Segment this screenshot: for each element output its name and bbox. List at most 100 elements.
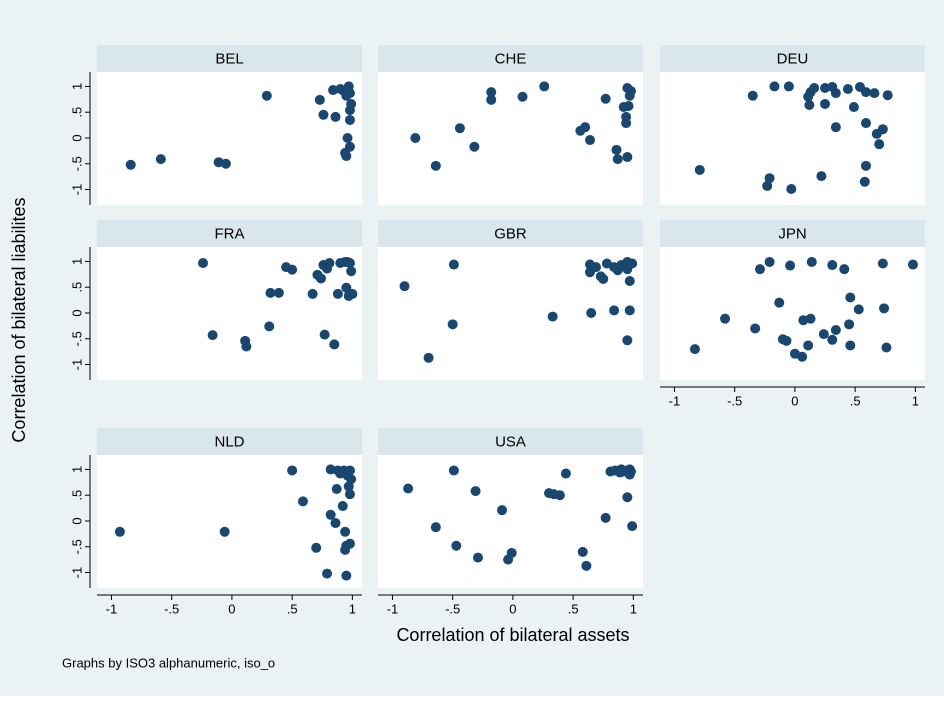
scatter-point — [324, 257, 335, 268]
scatter-point — [219, 526, 230, 537]
scatter-point — [344, 489, 355, 500]
x-tick-label: 1 — [630, 601, 637, 616]
scatter-point — [600, 512, 611, 523]
scatter-point — [517, 91, 528, 102]
scatter-point — [848, 102, 859, 113]
scatter-point — [623, 101, 634, 112]
scatter-point — [399, 281, 410, 292]
scatter-point — [451, 540, 462, 551]
scatter-point — [622, 256, 633, 267]
y-tick-label: -.5 — [69, 156, 84, 171]
scatter-point — [311, 542, 322, 553]
panel-title: FRA — [215, 225, 245, 242]
scatter-point — [287, 465, 298, 476]
scatter-point — [547, 311, 558, 322]
scatter-point — [820, 98, 831, 109]
scatter-point — [403, 483, 414, 494]
y-tick-label: -1 — [69, 359, 84, 371]
scatter-point — [472, 552, 483, 563]
scatter-point — [331, 484, 342, 495]
panel-title: JPN — [778, 225, 806, 242]
scatter-point — [470, 486, 481, 497]
scatter-point — [560, 468, 571, 479]
scatter-point — [506, 547, 517, 558]
panel-title: NLD — [214, 433, 244, 450]
scatter-point — [844, 319, 855, 330]
scatter-point — [839, 264, 850, 275]
scatter-point — [689, 344, 700, 355]
scatter-point — [853, 304, 864, 315]
scatter-point — [754, 264, 765, 275]
scatter-point — [907, 259, 918, 270]
y-tick-label: .5 — [69, 282, 84, 293]
scatter-point — [273, 287, 284, 298]
scatter-point — [804, 99, 815, 110]
scatter-point — [624, 90, 635, 101]
scatter-point — [845, 340, 856, 351]
y-tick-label: -1 — [69, 184, 84, 196]
scatter-point — [341, 570, 352, 581]
plot-region — [660, 72, 925, 205]
scatter-point — [329, 339, 340, 350]
scatter-point — [319, 329, 330, 340]
x-tick-label: 0 — [509, 601, 516, 616]
scatter-point — [314, 94, 325, 105]
scatter-point — [859, 176, 870, 187]
scatter-point — [624, 305, 635, 316]
scatter-point — [860, 160, 871, 171]
scatter-point — [830, 88, 841, 99]
panel-title: DEU — [777, 50, 809, 67]
x-tick-label: 1 — [912, 393, 919, 408]
scatter-point — [750, 323, 761, 334]
scatter-point — [585, 135, 595, 146]
scatter-point — [430, 160, 441, 171]
note: Graphs by ISO3 alphanumeric, iso_o — [62, 655, 275, 670]
panel-title: CHE — [495, 50, 527, 67]
x-tick-label: 0 — [791, 393, 798, 408]
scatter-point — [342, 132, 353, 143]
scatter-point — [797, 351, 808, 362]
plot-region — [97, 72, 362, 205]
y-tick-label: .5 — [69, 490, 84, 501]
scatter-point — [448, 465, 459, 476]
scatter-point — [818, 329, 829, 340]
scatter-point — [774, 297, 785, 308]
scatter-point — [322, 568, 333, 579]
scatter-point — [264, 321, 275, 332]
scatter-point — [622, 492, 633, 503]
scatter-point — [337, 501, 348, 512]
x-tick-label: .5 — [850, 393, 861, 408]
scatter-point — [830, 324, 841, 335]
scatter-point — [627, 521, 638, 532]
scatter-point — [332, 288, 343, 299]
scatter-point — [341, 466, 352, 477]
x-tick-label: 0 — [228, 601, 235, 616]
scatter-point — [580, 122, 591, 133]
scatter-point — [297, 496, 308, 507]
scatter-point — [764, 256, 775, 267]
scatter-point — [803, 340, 814, 351]
scatter-point — [423, 352, 434, 363]
y-tick-label: .5 — [69, 107, 84, 118]
y-tick-label: 1 — [69, 83, 84, 90]
scatter-point — [318, 109, 329, 120]
scatter-point — [747, 90, 758, 101]
scatter-point — [155, 154, 166, 165]
panel-header — [97, 45, 362, 72]
scatter-point — [125, 159, 136, 170]
scatter-point — [469, 141, 480, 152]
scatter-point — [612, 154, 623, 165]
scatter-point — [241, 341, 252, 352]
x-tick-label: .5 — [568, 601, 579, 616]
scatter-point — [207, 330, 218, 341]
scatter-point — [287, 264, 298, 275]
y-tick-label: -.5 — [69, 539, 84, 554]
scatter-point — [783, 81, 794, 92]
panel-title: GBR — [494, 225, 527, 242]
scatter-point — [611, 144, 622, 155]
scatter-point — [307, 288, 318, 299]
y-tick-label: -1 — [69, 567, 84, 579]
scatter-point — [586, 307, 597, 318]
